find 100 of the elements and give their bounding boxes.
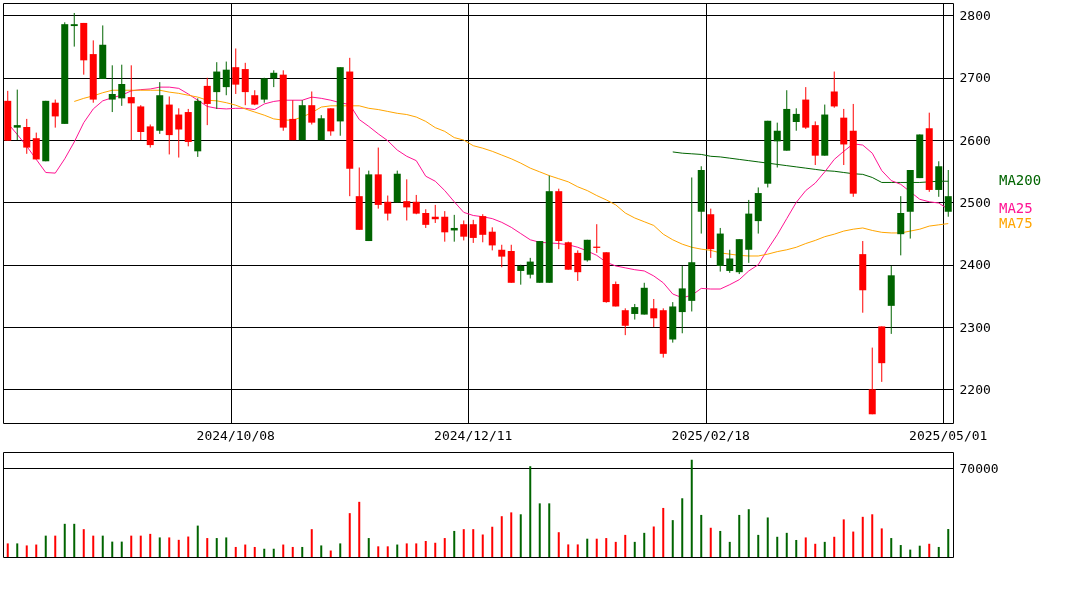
bar xyxy=(928,543,931,557)
candlestick xyxy=(460,219,468,241)
candlestick xyxy=(127,64,135,141)
bar xyxy=(643,532,646,557)
bar xyxy=(491,526,494,557)
y-tick-label: 2300 xyxy=(959,319,991,335)
candlestick xyxy=(422,208,430,229)
y-tick-label: 2600 xyxy=(959,132,991,148)
bar xyxy=(766,517,769,557)
bar xyxy=(947,529,950,557)
bar xyxy=(443,538,446,557)
candlestick xyxy=(441,210,449,243)
text: MA200 xyxy=(999,172,1042,189)
bar xyxy=(595,538,598,557)
candlestick xyxy=(830,71,838,109)
x-tick-label: 2024/10/08 xyxy=(196,427,275,443)
bar xyxy=(605,538,608,557)
bar xyxy=(462,529,465,557)
candlestick xyxy=(612,281,620,307)
bar xyxy=(842,519,845,557)
bar xyxy=(861,516,864,557)
bar xyxy=(187,536,190,557)
bar xyxy=(367,538,370,557)
bar xyxy=(757,534,760,557)
bar xyxy=(272,548,275,557)
bar xyxy=(111,541,114,557)
bar xyxy=(253,546,256,557)
bar xyxy=(700,514,703,557)
bar xyxy=(557,532,560,557)
bar xyxy=(44,535,47,557)
bar xyxy=(804,537,807,557)
bar xyxy=(225,537,228,557)
text: MA75 xyxy=(999,214,1033,231)
bar xyxy=(206,538,209,557)
bar xyxy=(405,543,408,557)
candlestick xyxy=(51,99,59,129)
candlestick xyxy=(650,298,658,328)
candlestick xyxy=(726,249,734,274)
bar xyxy=(35,544,38,557)
bar xyxy=(814,543,817,557)
candlestick xyxy=(222,61,230,96)
bar xyxy=(652,526,655,557)
bar xyxy=(415,543,418,557)
candlestick xyxy=(213,61,221,110)
bar xyxy=(899,545,902,557)
bar xyxy=(101,535,104,557)
bar xyxy=(738,514,741,557)
bar xyxy=(82,529,85,557)
bar xyxy=(386,546,389,557)
bar xyxy=(377,546,380,557)
bar xyxy=(586,538,589,557)
bar xyxy=(633,541,636,557)
candlestick xyxy=(289,99,297,141)
bar xyxy=(776,536,779,557)
y-tick-label: 2800 xyxy=(959,7,991,23)
bar xyxy=(244,544,247,557)
bar xyxy=(918,545,921,557)
candlestick xyxy=(574,249,582,282)
bar xyxy=(310,529,313,557)
bar xyxy=(890,538,893,557)
candlestick xyxy=(488,226,496,251)
candlestick xyxy=(118,64,126,107)
x-tick-label: 2025/02/18 xyxy=(671,427,750,443)
bar xyxy=(291,546,294,557)
bar xyxy=(500,516,503,557)
candlestick xyxy=(146,124,154,149)
bar xyxy=(6,543,9,557)
candlestick xyxy=(498,244,506,268)
bar xyxy=(671,520,674,557)
bar xyxy=(282,544,285,557)
candlestick xyxy=(108,64,116,113)
bar xyxy=(329,550,332,557)
bar xyxy=(424,540,427,557)
bar xyxy=(719,530,722,557)
bar xyxy=(453,530,456,557)
candlestick xyxy=(175,107,183,159)
bar xyxy=(25,545,28,557)
bar xyxy=(54,535,57,557)
text: MA25 xyxy=(999,200,1033,217)
bar xyxy=(785,532,788,557)
bar xyxy=(519,514,522,557)
candlestick xyxy=(70,12,78,48)
bar xyxy=(833,536,836,557)
bar xyxy=(747,509,750,557)
candlestick xyxy=(469,219,477,244)
bar xyxy=(681,498,684,557)
bar xyxy=(63,523,66,557)
candlestick xyxy=(23,118,31,155)
bar xyxy=(320,545,323,557)
y-tick-label: 2700 xyxy=(959,70,991,86)
bar xyxy=(234,546,237,557)
candlestick xyxy=(526,257,534,279)
y-tick-label: 2500 xyxy=(959,194,991,210)
candlestick xyxy=(317,114,325,141)
candlestick xyxy=(241,62,249,106)
bar xyxy=(348,513,351,557)
candlestick xyxy=(232,47,240,95)
bar xyxy=(358,501,361,557)
bar xyxy=(149,533,152,557)
bar xyxy=(139,535,142,557)
